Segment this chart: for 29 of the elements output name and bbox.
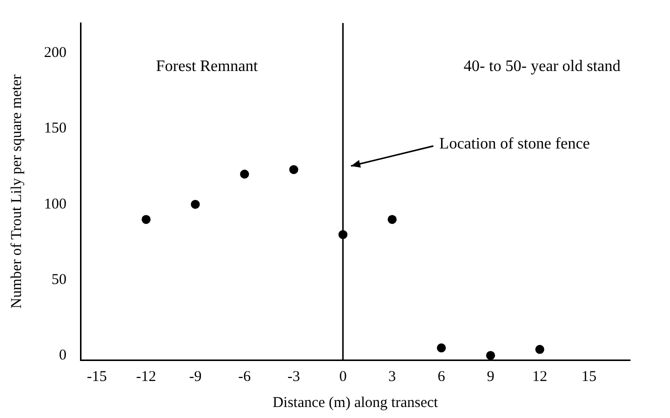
x-tick-label: 15 bbox=[581, 368, 596, 385]
annotation: Forest Remnant bbox=[156, 58, 258, 76]
x-tick-label: -6 bbox=[238, 368, 252, 385]
x-tick-label: 0 bbox=[339, 368, 347, 385]
y-axis-title: Number of Trout Lily per square meter bbox=[8, 74, 25, 309]
x-tick-label: 9 bbox=[486, 368, 494, 385]
y-tick-label: 200 bbox=[44, 45, 66, 62]
point bbox=[535, 344, 544, 354]
point bbox=[190, 200, 200, 209]
y-tick-label: 100 bbox=[44, 196, 66, 212]
x-axis-title: Distance (m) along transect bbox=[272, 394, 439, 411]
y-tick-label: 0 bbox=[59, 347, 66, 364]
x-tick-label: 6 bbox=[438, 368, 446, 385]
annotation: Location of stone fence bbox=[439, 136, 590, 153]
x-tick-label: 12 bbox=[532, 368, 548, 385]
x-tick-label: -3 bbox=[287, 368, 300, 385]
annotation: 40- to 50- year old stand bbox=[464, 58, 621, 76]
y-tick-label: 150 bbox=[44, 120, 66, 137]
y-tick-label: 50 bbox=[52, 272, 66, 288]
point bbox=[142, 214, 151, 224]
point bbox=[486, 350, 496, 360]
point bbox=[240, 170, 250, 179]
x-tick-label: -12 bbox=[136, 368, 156, 385]
x-tick-label: -15 bbox=[86, 368, 107, 385]
x-tick-label: 3 bbox=[388, 368, 396, 385]
point bbox=[289, 165, 298, 174]
x-tick-label: -9 bbox=[189, 368, 202, 385]
point bbox=[388, 214, 397, 224]
point bbox=[436, 343, 446, 352]
